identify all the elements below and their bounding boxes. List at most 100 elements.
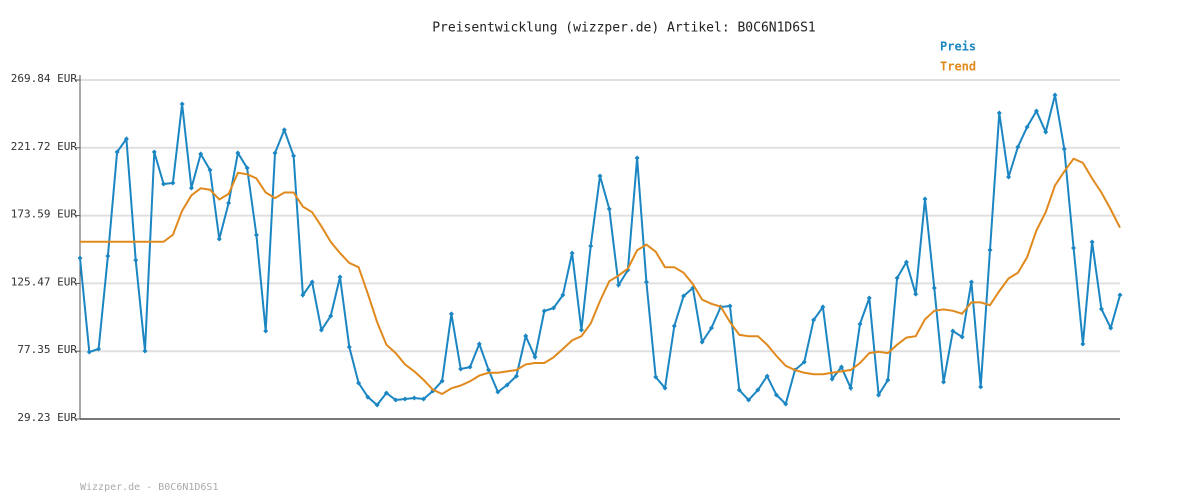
data-point — [495, 389, 501, 395]
data-point — [346, 344, 352, 350]
data-point — [931, 285, 937, 291]
data-point — [616, 282, 622, 288]
data-point — [755, 387, 761, 393]
data-point — [727, 303, 733, 309]
data-point — [170, 180, 176, 186]
data-point — [597, 173, 603, 179]
data-point — [421, 396, 427, 402]
data-point — [328, 313, 334, 319]
data-point — [458, 366, 464, 372]
data-point — [513, 373, 519, 379]
data-point — [467, 364, 473, 370]
data-point — [829, 376, 835, 382]
data-point — [541, 308, 547, 314]
data-point — [681, 293, 687, 299]
data-point — [671, 323, 677, 329]
data-point — [1108, 325, 1114, 331]
data-point — [764, 373, 770, 379]
data-point — [281, 127, 287, 133]
data-point — [913, 291, 919, 297]
data-point — [876, 392, 882, 398]
data-point — [1089, 239, 1095, 245]
data-point — [634, 155, 640, 161]
data-point — [746, 397, 752, 403]
data-point — [179, 101, 185, 107]
data-point — [216, 236, 222, 242]
data-point — [161, 181, 167, 187]
data-point — [959, 334, 965, 340]
data-point — [309, 279, 315, 285]
data-point — [448, 311, 454, 317]
series-line — [79, 94, 1121, 407]
data-point — [300, 292, 306, 298]
data-point — [838, 364, 844, 370]
data-point — [801, 359, 807, 365]
data-point — [1061, 146, 1067, 152]
data-point — [393, 397, 399, 403]
data-point — [235, 150, 241, 156]
data-point — [866, 295, 872, 301]
y-tick-label: 221.72 EUR — [11, 140, 78, 153]
y-tick-label: 173.59 EUR — [11, 208, 78, 221]
y-tick-label: 77.35 EUR — [17, 343, 77, 356]
data-point — [142, 348, 148, 354]
data-point — [885, 377, 891, 383]
data-point — [1024, 124, 1030, 130]
data-point — [1117, 292, 1123, 298]
data-point — [439, 378, 445, 384]
data-point — [941, 379, 947, 385]
y-tick-label: 29.23 EUR — [17, 411, 77, 424]
data-point — [532, 354, 538, 360]
data-point — [198, 151, 204, 157]
data-point — [476, 341, 482, 347]
data-point — [699, 339, 705, 345]
data-point — [133, 257, 139, 263]
series-line — [80, 157, 1121, 396]
data-point — [1006, 174, 1012, 180]
data-point — [588, 243, 594, 249]
data-point — [894, 275, 900, 281]
data-point — [551, 305, 557, 311]
data-point — [1071, 245, 1077, 251]
data-point — [968, 279, 974, 285]
data-point — [365, 394, 371, 400]
data-point — [244, 165, 250, 171]
data-point — [578, 327, 584, 333]
data-point — [922, 196, 928, 202]
data-point — [708, 325, 714, 331]
data-point — [811, 317, 817, 323]
data-point — [1080, 341, 1086, 347]
data-point — [848, 385, 854, 391]
legend-label: Preis — [940, 40, 976, 54]
data-point — [411, 395, 417, 401]
data-point — [523, 333, 529, 339]
data-point — [253, 232, 259, 238]
data-point — [504, 382, 510, 388]
data-point — [226, 200, 232, 206]
data-point — [653, 374, 659, 380]
legend-label: Trend — [940, 60, 976, 74]
data-point — [978, 384, 984, 390]
data-point — [263, 328, 269, 334]
data-point — [643, 279, 649, 285]
data-point — [77, 255, 83, 261]
data-point — [486, 367, 492, 373]
chart-title: Preisentwicklung (wizzper.de) Artikel: B… — [432, 21, 816, 36]
data-point — [736, 387, 742, 393]
data-point — [1052, 92, 1058, 98]
data-point — [996, 110, 1002, 116]
data-point — [105, 253, 111, 259]
data-point — [1043, 129, 1049, 135]
data-point — [114, 149, 120, 155]
data-point — [272, 150, 278, 156]
data-point — [291, 153, 297, 159]
data-point — [1098, 306, 1104, 312]
y-tick-label: 125.47 EUR — [11, 275, 78, 288]
data-point — [188, 185, 194, 191]
data-point — [383, 390, 389, 396]
data-point — [96, 346, 102, 352]
data-point — [662, 385, 668, 391]
data-point — [356, 380, 362, 386]
data-point — [950, 328, 956, 334]
